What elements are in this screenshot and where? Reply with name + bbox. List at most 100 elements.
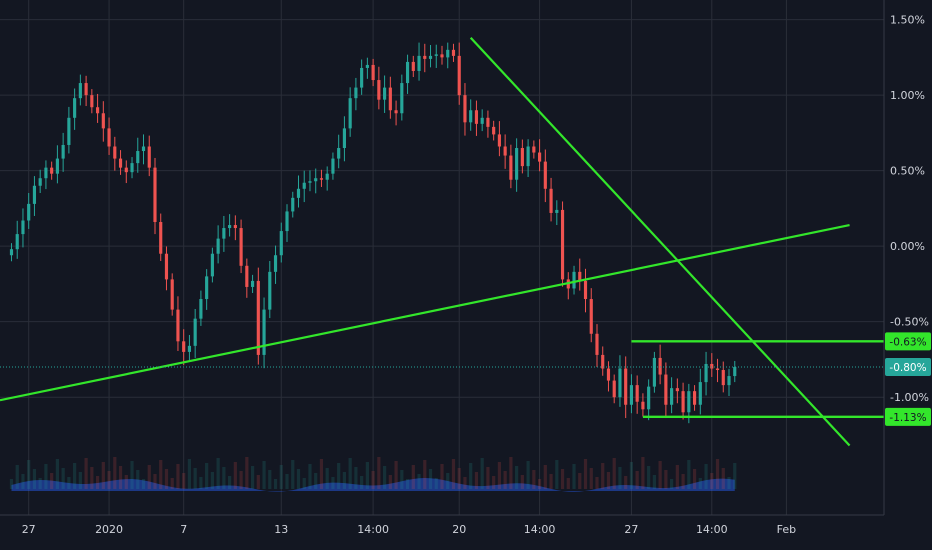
volume-bar [84, 458, 88, 489]
candle-body [164, 253, 169, 280]
candle-body [153, 167, 157, 223]
candle-body [721, 370, 725, 386]
y-tick-label: -0.50% [890, 316, 929, 329]
candle-body [159, 222, 163, 254]
price-flag-box [885, 332, 931, 351]
volume-bar [27, 460, 31, 489]
volume-bar [503, 471, 507, 489]
candle-body [279, 231, 283, 256]
volume-bar [262, 461, 266, 489]
candle-body [55, 158, 59, 174]
candle-body [308, 181, 312, 183]
volume-bar [354, 467, 358, 489]
volume-bar [492, 476, 496, 489]
volume-bar [44, 464, 48, 489]
candle-body [67, 117, 71, 145]
volume-bar [50, 473, 54, 489]
candle-body [273, 255, 278, 272]
volume-bar [136, 470, 140, 489]
volume-bar [641, 457, 645, 489]
volume-bar [428, 469, 433, 489]
volume-bar [147, 465, 151, 489]
volume-bar [480, 458, 484, 489]
volume-bar [9, 479, 14, 489]
volume-bar [67, 477, 71, 489]
volume-bar [532, 470, 536, 489]
x-tick-label: 14:00 [357, 523, 389, 536]
volume-bar [572, 464, 576, 489]
candle-body [601, 354, 605, 369]
volume-bar [371, 471, 375, 489]
volume-bar [55, 459, 60, 489]
candle-body [451, 49, 456, 56]
candle-body [32, 185, 37, 204]
candle-body [199, 299, 203, 319]
candle-body [21, 220, 25, 235]
candle-body [692, 391, 697, 405]
candle-body [492, 126, 496, 135]
volume-bar [543, 465, 547, 489]
x-tick-label: 7 [180, 523, 187, 536]
volume-bar [325, 468, 329, 489]
volume-bar [319, 459, 324, 489]
volume-bar [721, 468, 725, 489]
volume-bar [727, 477, 731, 489]
candle-body [503, 146, 507, 156]
volume-bar [675, 465, 679, 489]
candle-body [715, 368, 720, 371]
volume-bar [250, 466, 255, 489]
candle-body [296, 188, 301, 198]
volume-bar [279, 465, 283, 489]
candle-body [73, 98, 77, 118]
candle-body [394, 110, 398, 114]
candle-body [520, 148, 524, 167]
volume-bar [107, 471, 111, 489]
candle-body [302, 182, 306, 189]
volume-bar [38, 478, 42, 489]
candle-body [589, 299, 593, 334]
candle-body [583, 280, 588, 300]
volume-bar [348, 458, 352, 489]
volume-bar [153, 474, 157, 489]
volume-bar [583, 459, 588, 489]
candle-body [61, 144, 65, 159]
candle-body [354, 87, 358, 99]
candle-body [147, 146, 151, 168]
volume-bar [537, 479, 542, 489]
candle-body [256, 280, 260, 355]
volume-bar [228, 476, 232, 489]
volume-bar [113, 457, 117, 489]
candle-body [497, 134, 501, 147]
candle-body [733, 366, 737, 377]
candle-body [325, 173, 329, 180]
candle-body [624, 368, 628, 405]
candle-body [578, 271, 582, 281]
volume-bar [687, 460, 691, 489]
volume-bar [337, 463, 341, 489]
candle-body [480, 117, 484, 124]
candle-body [38, 178, 42, 186]
drawing-layer [0, 37, 884, 447]
candle-body [388, 87, 392, 111]
volume-bar [589, 468, 593, 489]
candle-body [239, 228, 243, 266]
volume-bar [182, 473, 186, 489]
volume-bar [382, 466, 387, 489]
volume-bar [417, 474, 421, 489]
volume-bar [629, 462, 634, 489]
candle-body [314, 178, 318, 182]
candle-body [228, 225, 232, 229]
candle-body [532, 146, 536, 153]
candle-body [319, 178, 324, 180]
level-price-flag: -0.63% [885, 332, 931, 351]
volume-bar [578, 473, 582, 489]
volume-bar [469, 463, 473, 489]
volume-bar [90, 467, 94, 489]
candle-body [446, 49, 450, 58]
candle-body [78, 83, 82, 99]
volume-bar [222, 467, 226, 489]
candle-body [130, 163, 134, 173]
volume-bar [239, 471, 243, 489]
